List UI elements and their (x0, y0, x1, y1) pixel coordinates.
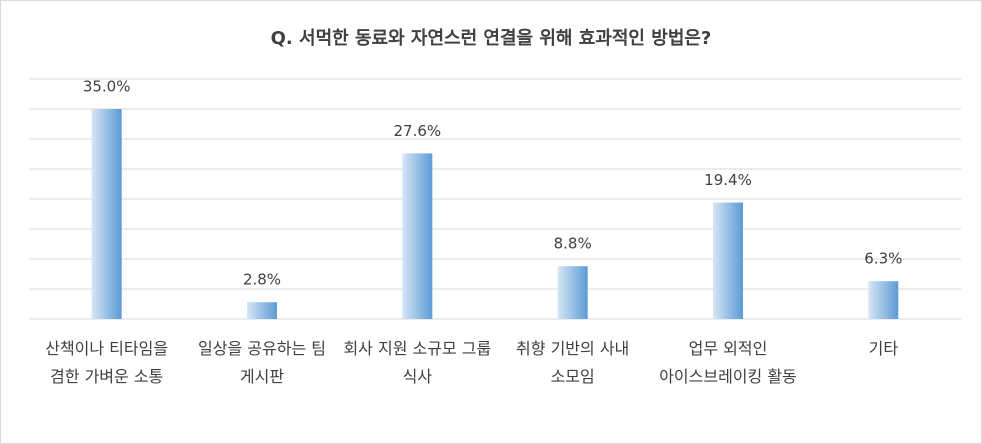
value-label: 8.8% (554, 235, 592, 253)
bar (91, 109, 122, 319)
bar (402, 153, 433, 319)
bar (713, 202, 743, 319)
bar (247, 302, 277, 319)
value-label: 19.4% (704, 171, 752, 189)
x-tick-label: 기타 (868, 339, 899, 358)
x-tick-label: 일상을 공유하는 팀 게시판 (198, 339, 326, 386)
bar (868, 281, 899, 319)
value-label: 6.3% (864, 250, 902, 268)
value-label: 27.6% (394, 122, 442, 140)
bar (557, 266, 588, 319)
x-tick-label: 회사 지원 소규모 그룹 식사 (343, 339, 492, 386)
chart-title: Q. 서먹한 동료와 자연스런 연결을 위해 효과적인 방법은? (271, 28, 712, 49)
x-tick-label: 업무 외적인 아이스브레이킹 활동 (659, 339, 797, 386)
value-label: 2.8% (243, 271, 281, 289)
x-tick-label: 산책이나 티타임을 겸한 가벼운 소통 (45, 339, 169, 386)
x-tick-label: 취향 기반의 사내 소모임 (516, 339, 630, 386)
value-label: 35.0% (83, 78, 131, 96)
